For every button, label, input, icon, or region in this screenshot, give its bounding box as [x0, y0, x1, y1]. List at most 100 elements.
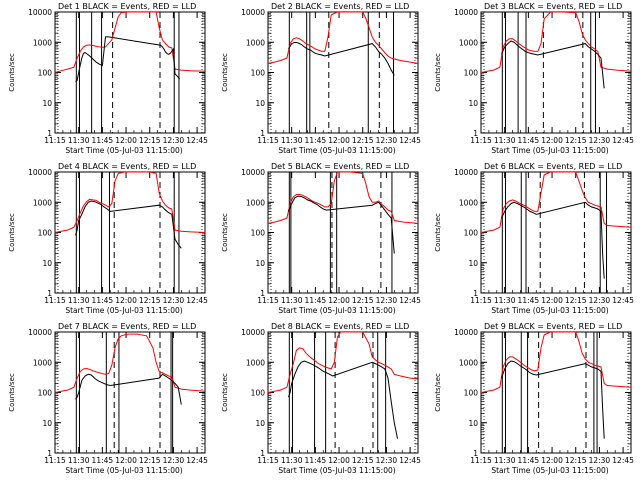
events-series-line	[501, 40, 605, 89]
x-tick-label: 11:45	[92, 456, 114, 465]
x-tick-label: 12:30	[163, 456, 185, 465]
lld-series-line	[481, 12, 631, 73]
x-tick-label: 12:00	[115, 136, 137, 145]
x-tick-label: 12:45	[399, 296, 421, 305]
y-axis-label: Counts/sec	[8, 213, 16, 252]
plot-frame	[267, 11, 419, 134]
detector-panel-8: Det 8 BLACK = Events, RED = LLD 1 10 100 100…	[213, 320, 426, 480]
y-tick-label: 100	[464, 229, 479, 238]
events-series-line	[75, 36, 181, 82]
x-tick-label: 12:30	[163, 296, 185, 305]
y-tick-label: 10	[255, 419, 265, 428]
y-tick-label: 1	[47, 129, 52, 138]
y-tick-label: 1	[473, 449, 478, 458]
events-series-line	[501, 360, 605, 439]
x-tick-label: 11:30	[494, 136, 516, 145]
x-tick-label: 12:00	[328, 296, 350, 305]
y-tick-label: 10000	[454, 168, 478, 177]
x-tick-label: 11:45	[518, 296, 540, 305]
lld-series-line	[481, 172, 631, 233]
y-tick-label: 1	[473, 129, 478, 138]
y-tick-label: 10	[255, 259, 265, 268]
x-tick-label: 11:15	[470, 296, 492, 305]
x-axis-label: Start Time (05-Jul-03 11:15:00)	[278, 466, 395, 475]
panel-svg: Det 3 BLACK = Events, RED = LLD 1 10 100 100…	[434, 2, 634, 155]
y-tick-label: 1000	[459, 358, 478, 367]
x-tick-label: 12:45	[186, 456, 208, 465]
x-tick-label: 11:45	[305, 456, 327, 465]
y-tick-label: 10	[42, 99, 52, 108]
y-tick-label: 1000	[33, 198, 52, 207]
detector-panel-1: Det 1 BLACK = Events, RED = LLD 1 10 100 100…	[0, 0, 213, 160]
y-tick-label: 10000	[454, 8, 478, 17]
detector-panel-3: Det 3 BLACK = Events, RED = LLD 1 10 100 100…	[426, 0, 639, 160]
x-tick-label: 12:15	[565, 136, 587, 145]
x-tick-label: 12:00	[541, 296, 563, 305]
plot-frame	[480, 171, 632, 294]
x-tick-label: 12:30	[163, 136, 185, 145]
panel-title: Det 5 BLACK = Events, RED = LLD	[271, 162, 409, 171]
detector-panel-9: Det 9 BLACK = Events, RED = LLD 1 10 100 100…	[426, 320, 639, 480]
x-tick-label: 12:30	[589, 136, 611, 145]
panel-svg: Det 4 BLACK = Events, RED = LLD 1 10 100 100…	[8, 162, 208, 315]
panel-svg: Det 1 BLACK = Events, RED = LLD 1 10 100 100…	[8, 2, 208, 155]
detector-panel-2: Det 2 BLACK = Events, RED = LLD 1 10 100 100…	[213, 0, 426, 160]
x-axis-label: Start Time (05-Jul-03 11:15:00)	[491, 306, 608, 315]
plot-area	[55, 12, 205, 133]
x-tick-label: 11:45	[92, 136, 114, 145]
x-tick-label: 11:15	[257, 296, 279, 305]
x-tick-label: 12:30	[589, 296, 611, 305]
x-tick-label: 11:15	[44, 296, 66, 305]
events-series-line	[75, 373, 182, 405]
x-axis-label: Start Time (05-Jul-03 11:15:00)	[491, 146, 608, 155]
x-tick-label: 11:15	[470, 136, 492, 145]
y-tick-label: 10	[468, 419, 478, 428]
panel-svg: Det 6 BLACK = Events, RED = LLD 1 10 100 100…	[434, 162, 634, 315]
x-axis-label: Start Time (05-Jul-03 11:15:00)	[65, 306, 182, 315]
x-tick-label: 11:30	[281, 456, 303, 465]
panel-title: Det 2 BLACK = Events, RED = LLD	[271, 2, 409, 11]
y-tick-label: 1000	[459, 38, 478, 47]
y-tick-label: 10	[468, 99, 478, 108]
x-tick-label: 11:45	[92, 296, 114, 305]
y-tick-label: 1	[47, 289, 52, 298]
events-series-line	[288, 195, 395, 254]
y-tick-label: 1	[260, 129, 265, 138]
y-axis-label: Counts/sec	[434, 53, 442, 92]
panel-svg: Det 7 BLACK = Events, RED = LLD 1 10 100 100…	[8, 322, 208, 475]
lld-series-line	[268, 12, 418, 64]
y-tick-label: 1	[47, 449, 52, 458]
y-tick-label: 1000	[246, 358, 265, 367]
y-tick-label: 10000	[28, 8, 52, 17]
x-axis-label: Start Time (05-Jul-03 11:15:00)	[278, 306, 395, 315]
panel-svg: Det 8 BLACK = Events, RED = LLD 1 10 100 100…	[221, 322, 421, 475]
y-axis-label: Counts/sec	[221, 373, 229, 412]
y-tick-label: 1000	[459, 198, 478, 207]
x-axis-label: Start Time (05-Jul-03 11:15:00)	[65, 146, 182, 155]
x-tick-label: 12:00	[328, 136, 350, 145]
y-tick-label: 1000	[33, 358, 52, 367]
y-tick-label: 10000	[241, 328, 265, 337]
y-tick-label: 1000	[246, 38, 265, 47]
events-series-line	[501, 201, 605, 279]
x-tick-label: 12:45	[186, 136, 208, 145]
x-tick-label: 11:45	[305, 296, 327, 305]
x-tick-label: 12:00	[541, 456, 563, 465]
x-tick-label: 11:30	[68, 136, 90, 145]
panel-title: Det 8 BLACK = Events, RED = LLD	[271, 322, 409, 331]
y-tick-label: 1	[260, 289, 265, 298]
plot-area	[481, 172, 631, 293]
y-tick-label: 100	[464, 69, 479, 78]
x-tick-label: 12:00	[541, 136, 563, 145]
lld-series-line	[481, 332, 631, 393]
lld-series-line	[55, 172, 205, 233]
panel-svg: Det 2 BLACK = Events, RED = LLD 1 10 100 100…	[221, 2, 421, 155]
lld-series-line	[268, 172, 418, 224]
y-tick-label: 1	[473, 289, 478, 298]
x-tick-label: 12:15	[139, 456, 161, 465]
x-tick-label: 11:30	[281, 136, 303, 145]
x-tick-label: 11:30	[494, 456, 516, 465]
panel-title: Det 6 BLACK = Events, RED = LLD	[484, 162, 622, 171]
y-tick-label: 10000	[241, 168, 265, 177]
y-tick-label: 10000	[28, 168, 52, 177]
